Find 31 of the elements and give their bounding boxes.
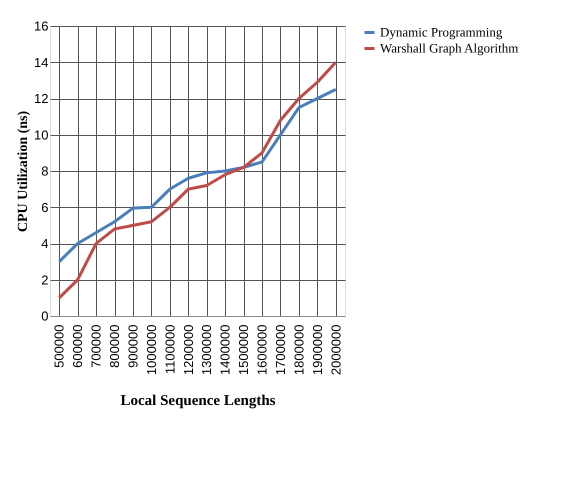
x-tick-label: 500000 [52,324,67,368]
x-tick-label: 1300000 [199,324,214,376]
x-tick-label: 600000 [70,324,86,368]
y-tick-label: 6 [41,200,48,215]
y-axis-title: CPU Utilization (ns) [16,110,32,232]
x-tick-label: 1900000 [310,324,325,376]
y-tick-label: 12 [34,91,48,106]
x-tick-label: 800000 [107,324,122,368]
y-tick-label: 2 [41,272,48,288]
x-tick-label: 700000 [88,324,104,368]
y-tick-label: 16 [34,18,48,34]
x-tick-label: 1000000 [144,324,159,376]
line-series [58,60,338,300]
x-axis-title: Local Sequence Lengths [120,393,276,410]
x-tick-label: 1800000 [291,324,306,376]
legend-label: Warshall Graph Algorithm [380,40,518,56]
x-tick-label: 900000 [125,324,140,368]
line-series [58,88,338,264]
y-tick-label: 8 [41,164,48,178]
legend-label: Dynamic Programming [380,24,503,40]
x-tick-label: 1100000 [162,324,178,374]
x-tick-label: 1500000 [236,324,252,376]
y-tick-label: 14 [34,54,48,70]
y-tick-label: 0 [41,308,48,324]
y-tick-label: 4 [41,236,48,251]
x-tick-label: 1600000 [254,324,270,376]
x-tick-label: 1400000 [218,324,233,376]
y-tick-label: 10 [34,127,48,142]
x-tick-label: 1700000 [272,324,288,376]
x-tick-label: 1200000 [180,324,196,376]
x-tick-label: 2000000 [328,324,344,376]
